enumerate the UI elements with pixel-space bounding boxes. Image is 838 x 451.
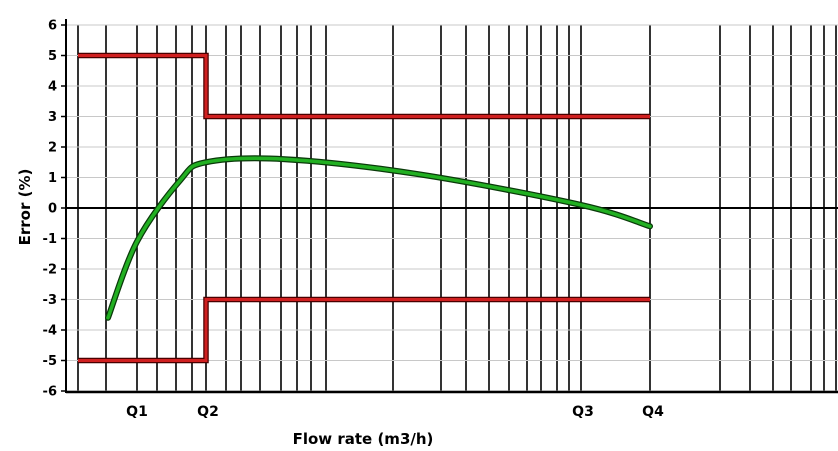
x-tick-label-q1: Q1 (126, 404, 148, 420)
y-axis-title: Error (%) (16, 169, 34, 246)
y-tick-label: -2 (43, 263, 57, 278)
y-tick-label: 1 (48, 171, 57, 186)
y-tick-label: -4 (43, 324, 57, 339)
lower-limit-line (78, 298, 650, 362)
y-tick-label: 3 (48, 110, 57, 125)
x-axis-title: Flow rate (m3/h) (293, 430, 434, 448)
axes (65, 19, 838, 394)
y-tick-label: -1 (43, 232, 57, 247)
x-tick-label-q4: Q4 (642, 404, 664, 420)
upper-limit-line (78, 54, 650, 118)
error-limit-lines (78, 52, 650, 364)
error-curve (105, 155, 653, 321)
y-tick-label: -3 (43, 293, 57, 308)
y-tick-label: -6 (43, 385, 57, 400)
x-tick-label-q2: Q2 (197, 404, 219, 420)
y-tick-label: 0 (48, 202, 57, 217)
y-tick-label: 2 (48, 141, 57, 156)
y-tick-label: 4 (48, 80, 57, 95)
x-tick-labels: Q1 Q2 Q3 Q4 (126, 404, 664, 420)
y-tick-labels: 6 5 4 3 2 1 0 -1 -2 -3 -4 -5 -6 (43, 19, 57, 400)
y-tick-label: 6 (48, 19, 57, 34)
y-tick-label: 5 (48, 49, 57, 64)
error-curve-line (106, 156, 652, 320)
y-tick-label: -5 (43, 354, 57, 369)
x-tick-label-q3: Q3 (572, 404, 594, 420)
